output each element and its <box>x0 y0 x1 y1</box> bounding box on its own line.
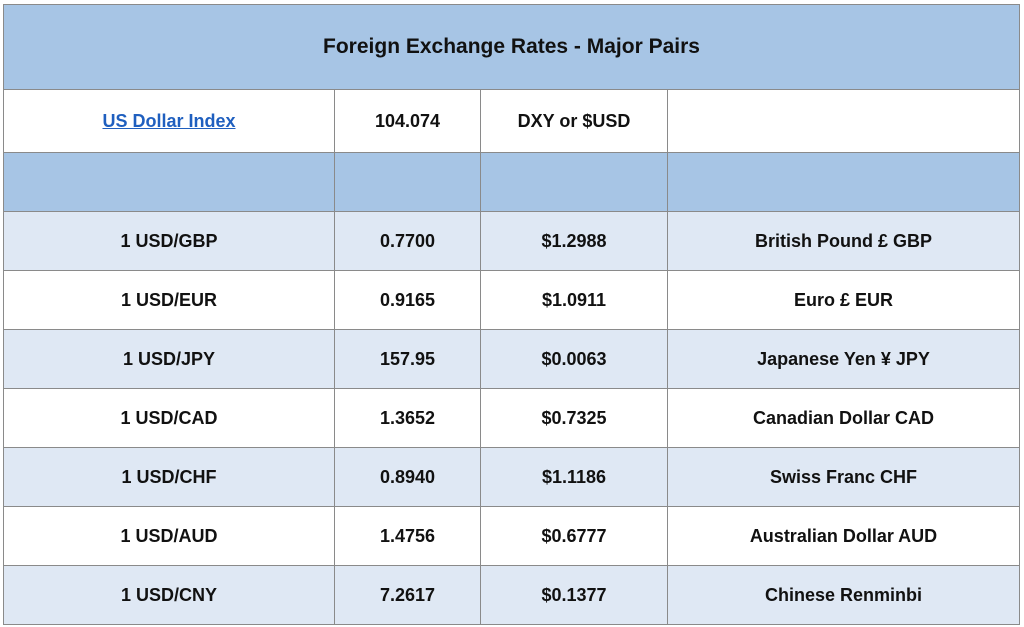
rate-cell: 0.8940 <box>334 447 481 507</box>
currency-cell: Japanese Yen ¥ JPY <box>666 329 1021 389</box>
pair-cell: 1 USD/CAD <box>3 388 335 448</box>
rate-cell: 1.3652 <box>334 388 481 448</box>
dollar-index-symbol: DXY or $USD <box>480 89 668 153</box>
table-row: 1 USD/EUR 0.9165 $1.0911 Euro £ EUR <box>3 270 1021 330</box>
fx-rates-table: Foreign Exchange Rates - Major Pairs US … <box>2 4 1021 625</box>
currency-cell: British Pound £ GBP <box>666 211 1021 271</box>
rate-cell: 7.2617 <box>334 565 481 625</box>
dollar-index-row: US Dollar Index 104.074 DXY or $USD <box>3 89 1021 153</box>
pair-cell: 1 USD/EUR <box>3 270 335 330</box>
usd-value-cell: $1.0911 <box>480 270 668 330</box>
table-row: 1 USD/JPY 157.95 $0.0063 Japanese Yen ¥ … <box>3 329 1021 389</box>
usd-value-cell: $0.7325 <box>480 388 668 448</box>
spacer-cell <box>334 152 481 212</box>
pair-cell: 1 USD/CNY <box>3 565 335 625</box>
dollar-index-link[interactable]: US Dollar Index <box>102 110 236 131</box>
table-row: 1 USD/AUD 1.4756 $0.6777 Australian Doll… <box>3 506 1021 566</box>
rate-cell: 157.95 <box>334 329 481 389</box>
spacer-cell <box>3 152 335 212</box>
rate-cell: 0.9165 <box>334 270 481 330</box>
table-row: 1 USD/CAD 1.3652 $0.7325 Canadian Dollar… <box>3 388 1021 448</box>
currency-cell: Chinese Renminbi <box>666 565 1021 625</box>
spacer-cell <box>480 152 668 212</box>
pair-cell: 1 USD/JPY <box>3 329 335 389</box>
title-row: Foreign Exchange Rates - Major Pairs <box>2 4 1021 90</box>
rate-cell: 0.7700 <box>334 211 481 271</box>
pair-cell: 1 USD/AUD <box>3 506 335 566</box>
spacer-cell <box>666 152 1021 212</box>
rate-cell: 1.4756 <box>334 506 481 566</box>
usd-value-cell: $0.6777 <box>480 506 668 566</box>
usd-value-cell: $1.2988 <box>480 211 668 271</box>
usd-value-cell: $1.1186 <box>480 447 668 507</box>
currency-cell: Canadian Dollar CAD <box>666 388 1021 448</box>
pair-cell: 1 USD/GBP <box>3 211 335 271</box>
table-row: 1 USD/GBP 0.7700 $1.2988 British Pound £… <box>3 211 1021 271</box>
dollar-index-extra <box>666 89 1021 153</box>
currency-cell: Swiss Franc CHF <box>666 447 1021 507</box>
spacer-row <box>3 152 1021 212</box>
table-title: Foreign Exchange Rates - Major Pairs <box>2 4 1021 90</box>
table-row: 1 USD/CNY 7.2617 $0.1377 Chinese Renminb… <box>3 565 1021 625</box>
usd-value-cell: $0.0063 <box>480 329 668 389</box>
usd-value-cell: $0.1377 <box>480 565 668 625</box>
currency-cell: Euro £ EUR <box>666 270 1021 330</box>
pair-cell: 1 USD/CHF <box>3 447 335 507</box>
dollar-index-value: 104.074 <box>334 89 481 153</box>
dollar-index-cell: US Dollar Index <box>3 89 335 153</box>
table-row: 1 USD/CHF 0.8940 $1.1186 Swiss Franc CHF <box>3 447 1021 507</box>
currency-cell: Australian Dollar AUD <box>666 506 1021 566</box>
